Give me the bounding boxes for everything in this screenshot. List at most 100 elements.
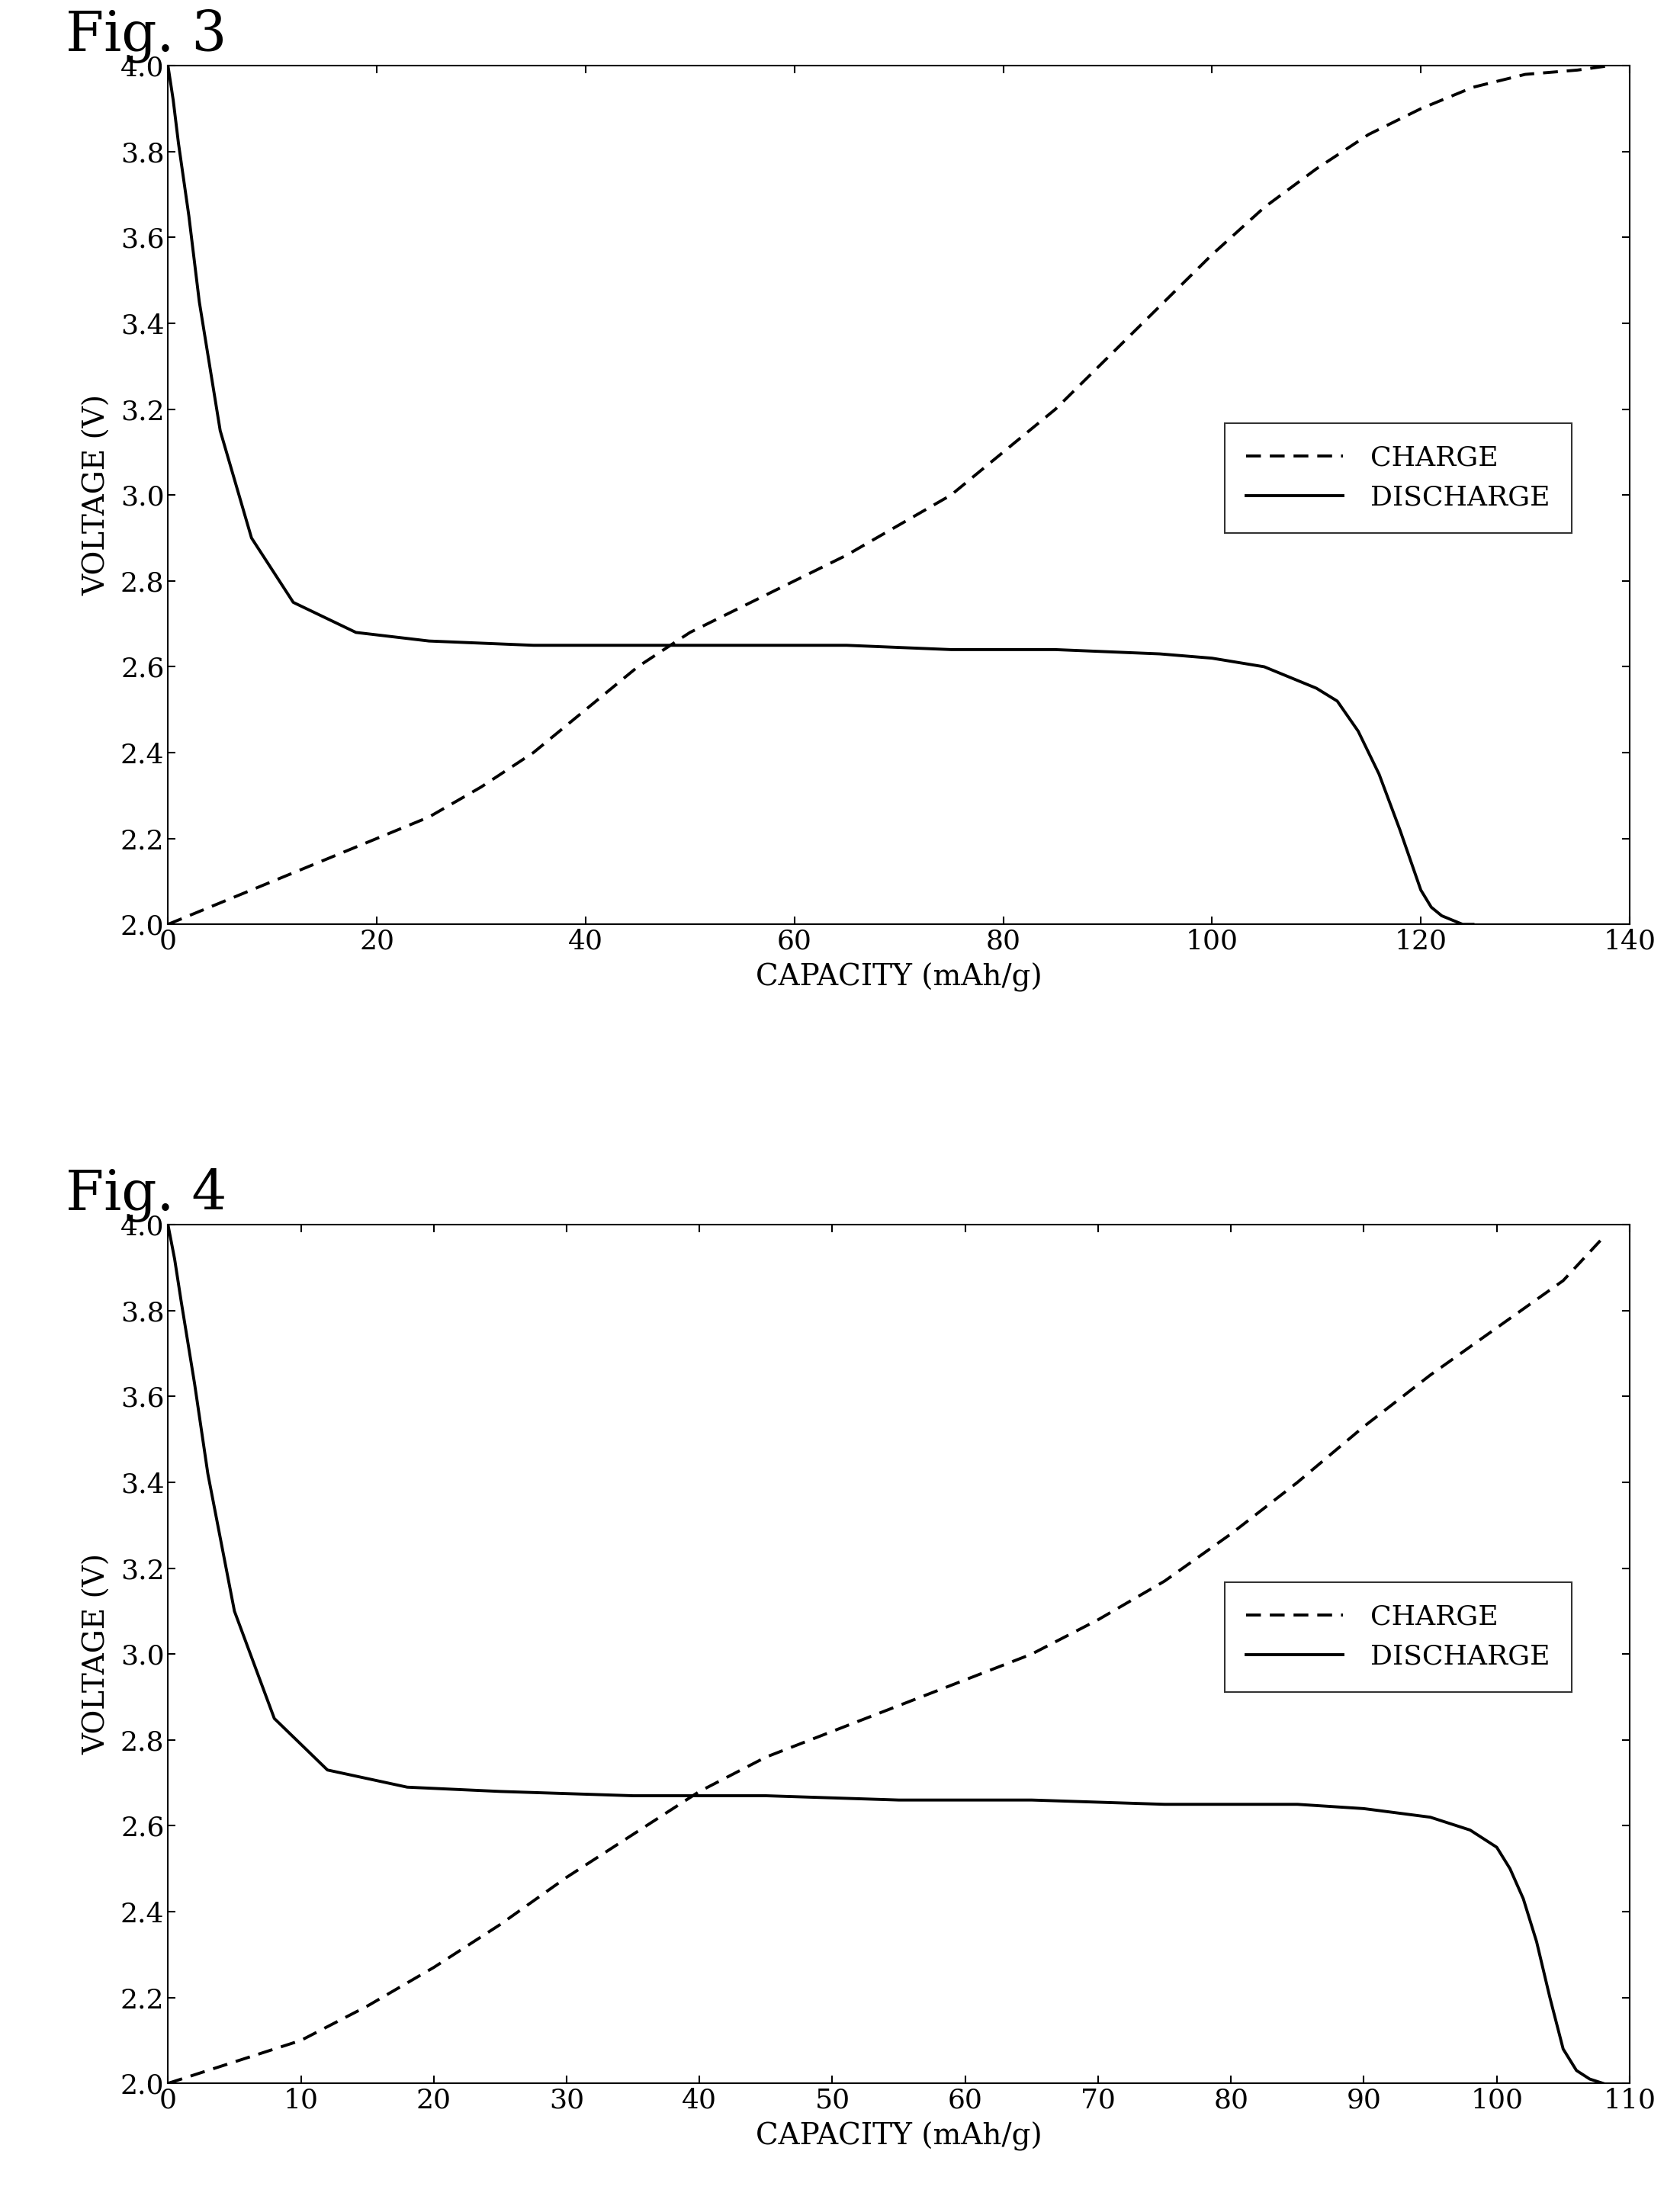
DISCHARGE xyxy=(1307,675,1327,702)
DISCHARGE xyxy=(168,129,188,156)
DISCHARGE xyxy=(225,1599,245,1625)
CHARGE xyxy=(822,1717,842,1743)
DISCHARGE xyxy=(1285,667,1305,693)
CHARGE xyxy=(1307,156,1327,182)
CHARGE xyxy=(1021,1640,1042,1667)
DISCHARGE xyxy=(756,1783,776,1809)
DISCHARGE xyxy=(210,417,230,443)
CHARGE xyxy=(941,482,961,509)
DISCHARGE xyxy=(264,1706,284,1732)
CHARGE xyxy=(314,846,334,873)
Text: Fig. 3: Fig. 3 xyxy=(66,9,227,64)
CHARGE xyxy=(291,2026,311,2053)
DISCHARGE xyxy=(284,590,304,616)
Legend: CHARGE, DISCHARGE: CHARGE, DISCHARGE xyxy=(1225,423,1572,533)
CHARGE xyxy=(470,774,491,800)
DISCHARGE xyxy=(1566,2057,1586,2083)
CHARGE xyxy=(225,2048,245,2075)
DISCHARGE xyxy=(1460,1818,1480,1844)
CHARGE xyxy=(993,439,1013,465)
CHARGE xyxy=(1201,241,1221,268)
Line: CHARGE: CHARGE xyxy=(168,66,1609,923)
CHARGE xyxy=(1593,1224,1613,1250)
Line: DISCHARGE: DISCHARGE xyxy=(168,1226,1603,2083)
CHARGE xyxy=(1420,1362,1440,1388)
CHARGE xyxy=(1221,1520,1242,1546)
CHARGE xyxy=(623,1820,643,1847)
DISCHARGE xyxy=(1253,654,1273,680)
CHARGE xyxy=(423,1954,444,1980)
X-axis label: CAPACITY (mAh/g): CAPACITY (mAh/g) xyxy=(756,963,1042,991)
DISCHARGE xyxy=(1287,1792,1307,1818)
Y-axis label: VOLTAGE (V): VOLTAGE (V) xyxy=(84,1553,113,1754)
Y-axis label: VOLTAGE (V): VOLTAGE (V) xyxy=(84,395,113,596)
DISCHARGE xyxy=(318,1757,338,1783)
CHARGE xyxy=(1599,53,1620,79)
CHARGE xyxy=(1045,397,1065,423)
CHARGE xyxy=(1154,1568,1174,1594)
CHARGE xyxy=(1253,195,1273,221)
DISCHARGE xyxy=(1453,910,1473,936)
DISCHARGE xyxy=(185,1371,205,1397)
DISCHARGE xyxy=(1579,2066,1599,2092)
DISCHARGE xyxy=(178,204,198,230)
CHARGE xyxy=(1359,121,1379,147)
Line: DISCHARGE: DISCHARGE xyxy=(168,66,1473,923)
DISCHARGE xyxy=(1527,1928,1547,1954)
DISCHARGE xyxy=(158,1213,178,1239)
DISCHARGE xyxy=(1441,908,1462,934)
CHARGE xyxy=(1487,1314,1507,1340)
DISCHARGE xyxy=(1411,877,1431,904)
DISCHARGE xyxy=(346,618,366,645)
DISCHARGE xyxy=(1463,910,1483,936)
DISCHARGE xyxy=(1514,1886,1534,1912)
CHARGE xyxy=(158,910,178,936)
CHARGE xyxy=(956,1667,976,1693)
CHARGE xyxy=(1149,294,1169,320)
CHARGE xyxy=(366,825,386,851)
CHARGE xyxy=(1287,1469,1307,1496)
DISCHARGE xyxy=(198,1461,218,1487)
CHARGE xyxy=(889,1693,909,1719)
CHARGE xyxy=(837,542,857,568)
CHARGE xyxy=(1354,1414,1374,1441)
CHARGE xyxy=(1463,75,1483,101)
DISCHARGE xyxy=(941,636,961,662)
DISCHARGE xyxy=(491,1779,511,1805)
DISCHARGE xyxy=(1420,1805,1440,1831)
DISCHARGE xyxy=(1201,645,1221,671)
DISCHARGE xyxy=(1541,1985,1561,2011)
DISCHARGE xyxy=(1154,1792,1174,1818)
CHARGE xyxy=(680,618,701,645)
DISCHARGE xyxy=(623,1783,643,1809)
DISCHARGE xyxy=(1593,2070,1613,2097)
Text: Fig. 4: Fig. 4 xyxy=(66,1169,227,1222)
DISCHARGE xyxy=(1045,636,1065,662)
DISCHARGE xyxy=(1347,717,1368,743)
CHARGE xyxy=(1089,1607,1109,1634)
DISCHARGE xyxy=(837,632,857,658)
CHARGE xyxy=(418,805,438,831)
DISCHARGE xyxy=(522,632,543,658)
CHARGE xyxy=(689,1779,709,1805)
DISCHARGE xyxy=(165,1246,185,1272)
DISCHARGE xyxy=(1389,816,1410,842)
DISCHARGE xyxy=(1327,689,1347,715)
DISCHARGE xyxy=(1369,761,1389,787)
CHARGE xyxy=(491,1912,511,1939)
DISCHARGE xyxy=(1354,1796,1374,1822)
CHARGE xyxy=(1567,57,1588,83)
CHARGE xyxy=(1411,96,1431,123)
DISCHARGE xyxy=(158,53,178,79)
CHARGE xyxy=(732,594,753,621)
CHARGE xyxy=(522,739,543,765)
DISCHARGE xyxy=(242,524,262,550)
DISCHARGE xyxy=(171,1289,192,1316)
CHARGE xyxy=(756,1743,776,1770)
CHARGE xyxy=(1552,1268,1572,1294)
DISCHARGE xyxy=(1500,1855,1520,1882)
DISCHARGE xyxy=(1431,904,1452,930)
CHARGE xyxy=(1515,61,1536,88)
CHARGE xyxy=(210,890,230,917)
CHARGE xyxy=(628,654,648,680)
